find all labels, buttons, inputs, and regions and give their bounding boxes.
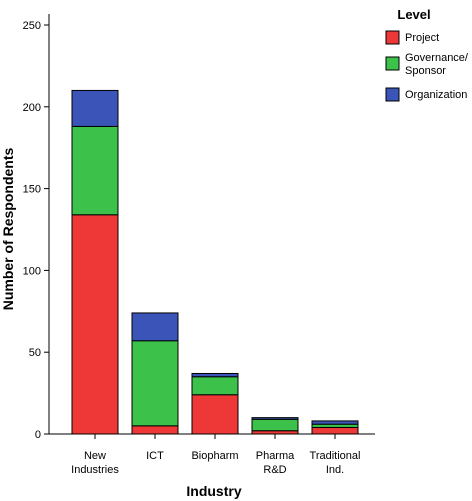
legend-swatch-project xyxy=(385,30,400,45)
bars-layer xyxy=(71,89,359,435)
y-tick-label-100: 100 xyxy=(23,265,41,277)
y-tick-label-150: 150 xyxy=(23,184,41,196)
bar-segment-organization-1 xyxy=(131,312,179,342)
bar-segment-governance-sponsor-0 xyxy=(71,125,119,216)
x-tick-label-1: ICT xyxy=(146,450,164,462)
legend-label-governance-sponsor: Governance/Sponsor xyxy=(405,52,469,77)
bar-segment-organization-2 xyxy=(191,372,239,378)
bar-segment-project-1 xyxy=(131,425,179,435)
x-tick-label-2: Biopharm xyxy=(191,450,238,462)
bar-segment-governance-sponsor-3 xyxy=(251,418,299,432)
bar-segment-governance-sponsor-2 xyxy=(191,376,239,396)
legend-title: Level xyxy=(397,7,430,22)
x-tick-label-0: New Industries xyxy=(71,450,119,476)
legend-label-organization: Organization xyxy=(405,89,467,101)
bar-segment-project-2 xyxy=(191,394,239,435)
y-tick-label-200: 200 xyxy=(23,102,41,114)
x-tick-label-3: Pharma R&D xyxy=(256,450,295,476)
axes-layer: 0 50 100 150 200 250 New Industries ICT Biopharm P… xyxy=(23,14,375,476)
x-tick-label-4: Traditional Ind. xyxy=(310,450,361,476)
legend-swatch-organization xyxy=(385,87,400,102)
bar-segment-project-0 xyxy=(71,214,119,435)
y-tick-label-0: 0 xyxy=(35,429,41,441)
y-axis-title: Number of Respondents xyxy=(0,148,16,311)
bar-segment-governance-sponsor-1 xyxy=(131,340,179,427)
y-tick-label-250: 250 xyxy=(23,20,41,32)
bar-segment-organization-0 xyxy=(71,89,119,127)
x-axis-title: Industry xyxy=(186,483,241,499)
legend-label-project: Project xyxy=(405,32,439,44)
bar-segment-organization-4 xyxy=(311,420,359,425)
bar-segment-organization-3 xyxy=(251,417,299,420)
legend: Level Project Governance/Sponsor Organizati… xyxy=(385,7,469,102)
bar-segment-project-4 xyxy=(311,426,359,435)
legend-swatch-governance-sponsor xyxy=(385,56,400,71)
y-tick-label-50: 50 xyxy=(29,347,41,359)
